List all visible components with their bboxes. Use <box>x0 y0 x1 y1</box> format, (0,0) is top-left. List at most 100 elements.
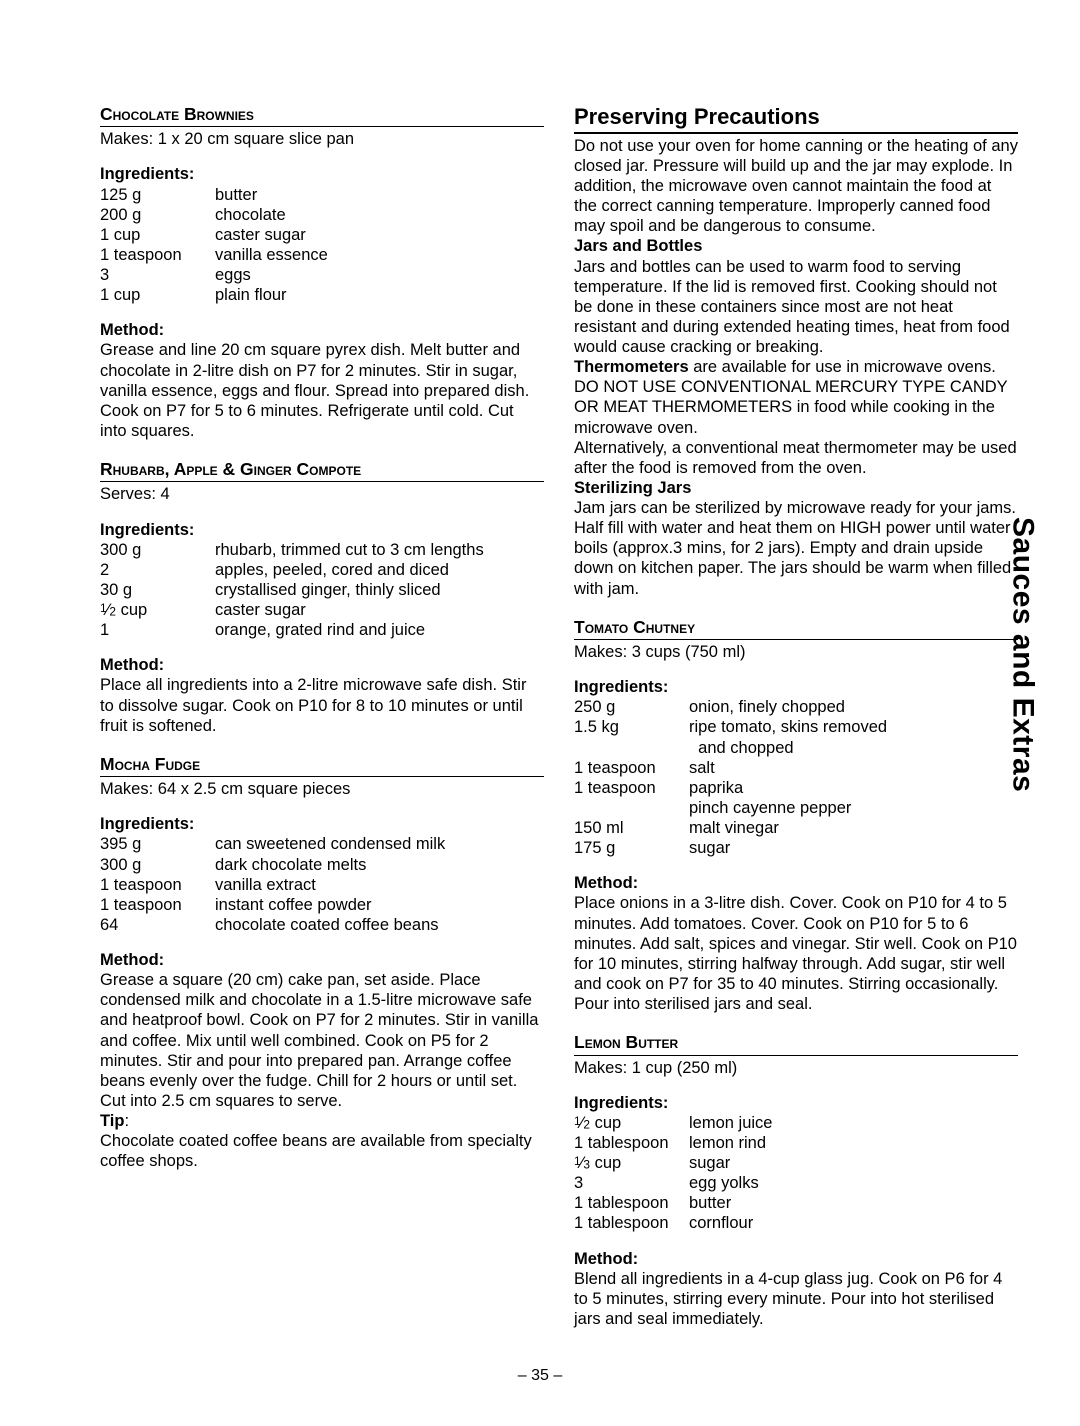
ingredients-table: 1⁄2 cuplemon juice1 tablespoonlemon rind… <box>574 1113 1018 1234</box>
ingredient-qty: 1⁄2 cup <box>574 1113 689 1133</box>
ingredients-heading: Ingredients: <box>100 814 544 834</box>
ingredients-heading: Ingredients: <box>574 677 1018 697</box>
ingredient-qty: 64 <box>100 915 215 935</box>
ingredients-table: 395 gcan sweetened condensed milk300 gda… <box>100 834 544 935</box>
recipe-yield: Makes: 64 x 2.5 cm square pieces <box>100 779 544 799</box>
ingredient-qty: 395 g <box>100 834 215 854</box>
ingredient-name: ripe tomato, skins removed and chopped <box>689 717 1018 757</box>
jars-body: Jars and bottles can be used to warm foo… <box>574 257 1018 358</box>
ingredient-qty: 3 <box>100 265 215 285</box>
ingredient-name: sugar <box>689 838 1018 858</box>
method-heading: Method: <box>100 655 544 675</box>
ingredient-name: crystallised ginger, thinly sliced <box>215 580 544 600</box>
ingredient-name: salt <box>689 758 1018 778</box>
section-tab: Sauces and Extras <box>1000 480 1044 830</box>
thermometers-alt: Alternatively, a conventional meat therm… <box>574 438 1018 478</box>
thermometers-body: Thermometers are available for use in mi… <box>574 357 1018 438</box>
ingredient-name: instant coffee powder <box>215 895 544 915</box>
method-body: Place all ingredients into a 2-litre mic… <box>100 675 544 735</box>
ingredient-qty: 1⁄3 cup <box>574 1153 689 1173</box>
ingredient-name: butter <box>215 185 544 205</box>
ingredient-qty: 200 g <box>100 205 215 225</box>
section-tab-label: Sauces and Extras <box>1004 517 1041 792</box>
method-body: Blend all ingredients in a 4-cup glass j… <box>574 1269 1018 1329</box>
ingredient-name: lemon juice <box>689 1113 1018 1133</box>
ingredients-heading: Ingredients: <box>100 520 544 540</box>
recipe-title: Lemon Butter <box>574 1032 1018 1055</box>
recipe-title: Chocolate Brownies <box>100 104 544 127</box>
page-number: – 35 – <box>0 1366 1080 1386</box>
ingredient-qty: 150 ml <box>574 818 689 838</box>
right-column: Preserving PrecautionsDo not use your ov… <box>574 104 1018 1329</box>
ingredient-qty: 1.5 kg <box>574 717 689 757</box>
ingredients-heading: Ingredients: <box>100 164 544 184</box>
ingredient-qty: 1 teaspoon <box>574 778 689 798</box>
ingredient-qty: 1⁄2 cup <box>100 600 215 620</box>
ingredient-qty: 1 tablespoon <box>574 1133 689 1153</box>
ingredient-qty: 1 tablespoon <box>574 1193 689 1213</box>
recipe-yield: Makes: 1 x 20 cm square slice pan <box>100 129 544 149</box>
ingredient-qty <box>574 798 689 818</box>
ingredient-name: chocolate <box>215 205 544 225</box>
ingredient-name: orange, grated rind and juice <box>215 620 544 640</box>
method-heading: Method: <box>574 873 1018 893</box>
ingredient-name: caster sugar <box>215 600 544 620</box>
ingredient-name: eggs <box>215 265 544 285</box>
jars-heading: Jars and Bottles <box>574 236 1018 256</box>
method-body: Grease and line 20 cm square pyrex dish.… <box>100 340 544 441</box>
recipe-title: Mocha Fudge <box>100 754 544 777</box>
ingredient-name: onion, finely chopped <box>689 697 1018 717</box>
method-body: Place onions in a 3-litre dish. Cover. C… <box>574 893 1018 1014</box>
ingredient-name: pinch cayenne pepper <box>689 798 1018 818</box>
ingredients-table: 300 grhubarb, trimmed cut to 3 cm length… <box>100 540 544 641</box>
sterilizing-body: Jam jars can be sterilized by microwave … <box>574 498 1018 599</box>
ingredient-name: apples, peeled, cored and diced <box>215 560 544 580</box>
recipe-tip: Tip:Chocolate coated coffee beans are av… <box>100 1111 544 1171</box>
ingredient-qty: 1 tablespoon <box>574 1213 689 1233</box>
ingredient-qty: 2 <box>100 560 215 580</box>
ingredient-name: cornflour <box>689 1213 1018 1233</box>
ingredient-name: vanilla extract <box>215 875 544 895</box>
section-heading: Preserving Precautions <box>574 104 1018 134</box>
sterilizing-heading: Sterilizing Jars <box>574 478 1018 498</box>
method-heading: Method: <box>100 320 544 340</box>
ingredient-qty: 1 cup <box>100 225 215 245</box>
ingredient-name: egg yolks <box>689 1173 1018 1193</box>
ingredient-qty: 1 teaspoon <box>574 758 689 778</box>
preserving-intro: Do not use your oven for home canning or… <box>574 136 1018 237</box>
ingredients-heading: Ingredients: <box>574 1093 1018 1113</box>
ingredient-qty: 300 g <box>100 855 215 875</box>
ingredient-name: can sweetened condensed milk <box>215 834 544 854</box>
ingredient-name: vanilla essence <box>215 245 544 265</box>
ingredient-qty: 1 teaspoon <box>100 895 215 915</box>
ingredient-qty: 250 g <box>574 697 689 717</box>
ingredient-name: sugar <box>689 1153 1018 1173</box>
ingredient-qty: 1 cup <box>100 285 215 305</box>
ingredient-name: rhubarb, trimmed cut to 3 cm lengths <box>215 540 544 560</box>
method-body: Grease a square (20 cm) cake pan, set as… <box>100 970 544 1111</box>
recipe-title: Tomato Chutney <box>574 617 1018 640</box>
ingredient-qty: 300 g <box>100 540 215 560</box>
ingredient-name: lemon rind <box>689 1133 1018 1153</box>
ingredient-name: chocolate coated coffee beans <box>215 915 544 935</box>
ingredient-name: butter <box>689 1193 1018 1213</box>
ingredient-qty: 1 <box>100 620 215 640</box>
ingredient-qty: 1 teaspoon <box>100 245 215 265</box>
recipe-yield: Makes: 1 cup (250 ml) <box>574 1058 1018 1078</box>
ingredients-table: 125 gbutter200 gchocolate1 cupcaster sug… <box>100 185 544 306</box>
ingredient-name: dark chocolate melts <box>215 855 544 875</box>
ingredient-qty: 125 g <box>100 185 215 205</box>
ingredient-qty: 175 g <box>574 838 689 858</box>
left-column: Chocolate BrowniesMakes: 1 x 20 cm squar… <box>100 104 544 1329</box>
method-heading: Method: <box>574 1249 1018 1269</box>
recipe-title: Rhubarb, Apple & Ginger Compote <box>100 459 544 482</box>
ingredient-qty: 3 <box>574 1173 689 1193</box>
recipe-yield: Makes: 3 cups (750 ml) <box>574 642 1018 662</box>
ingredient-name: caster sugar <box>215 225 544 245</box>
ingredients-table: 250 gonion, finely chopped1.5 kgripe tom… <box>574 697 1018 858</box>
ingredient-name: malt vinegar <box>689 818 1018 838</box>
ingredient-qty: 30 g <box>100 580 215 600</box>
ingredient-qty: 1 teaspoon <box>100 875 215 895</box>
ingredient-name: paprika <box>689 778 1018 798</box>
method-heading: Method: <box>100 950 544 970</box>
